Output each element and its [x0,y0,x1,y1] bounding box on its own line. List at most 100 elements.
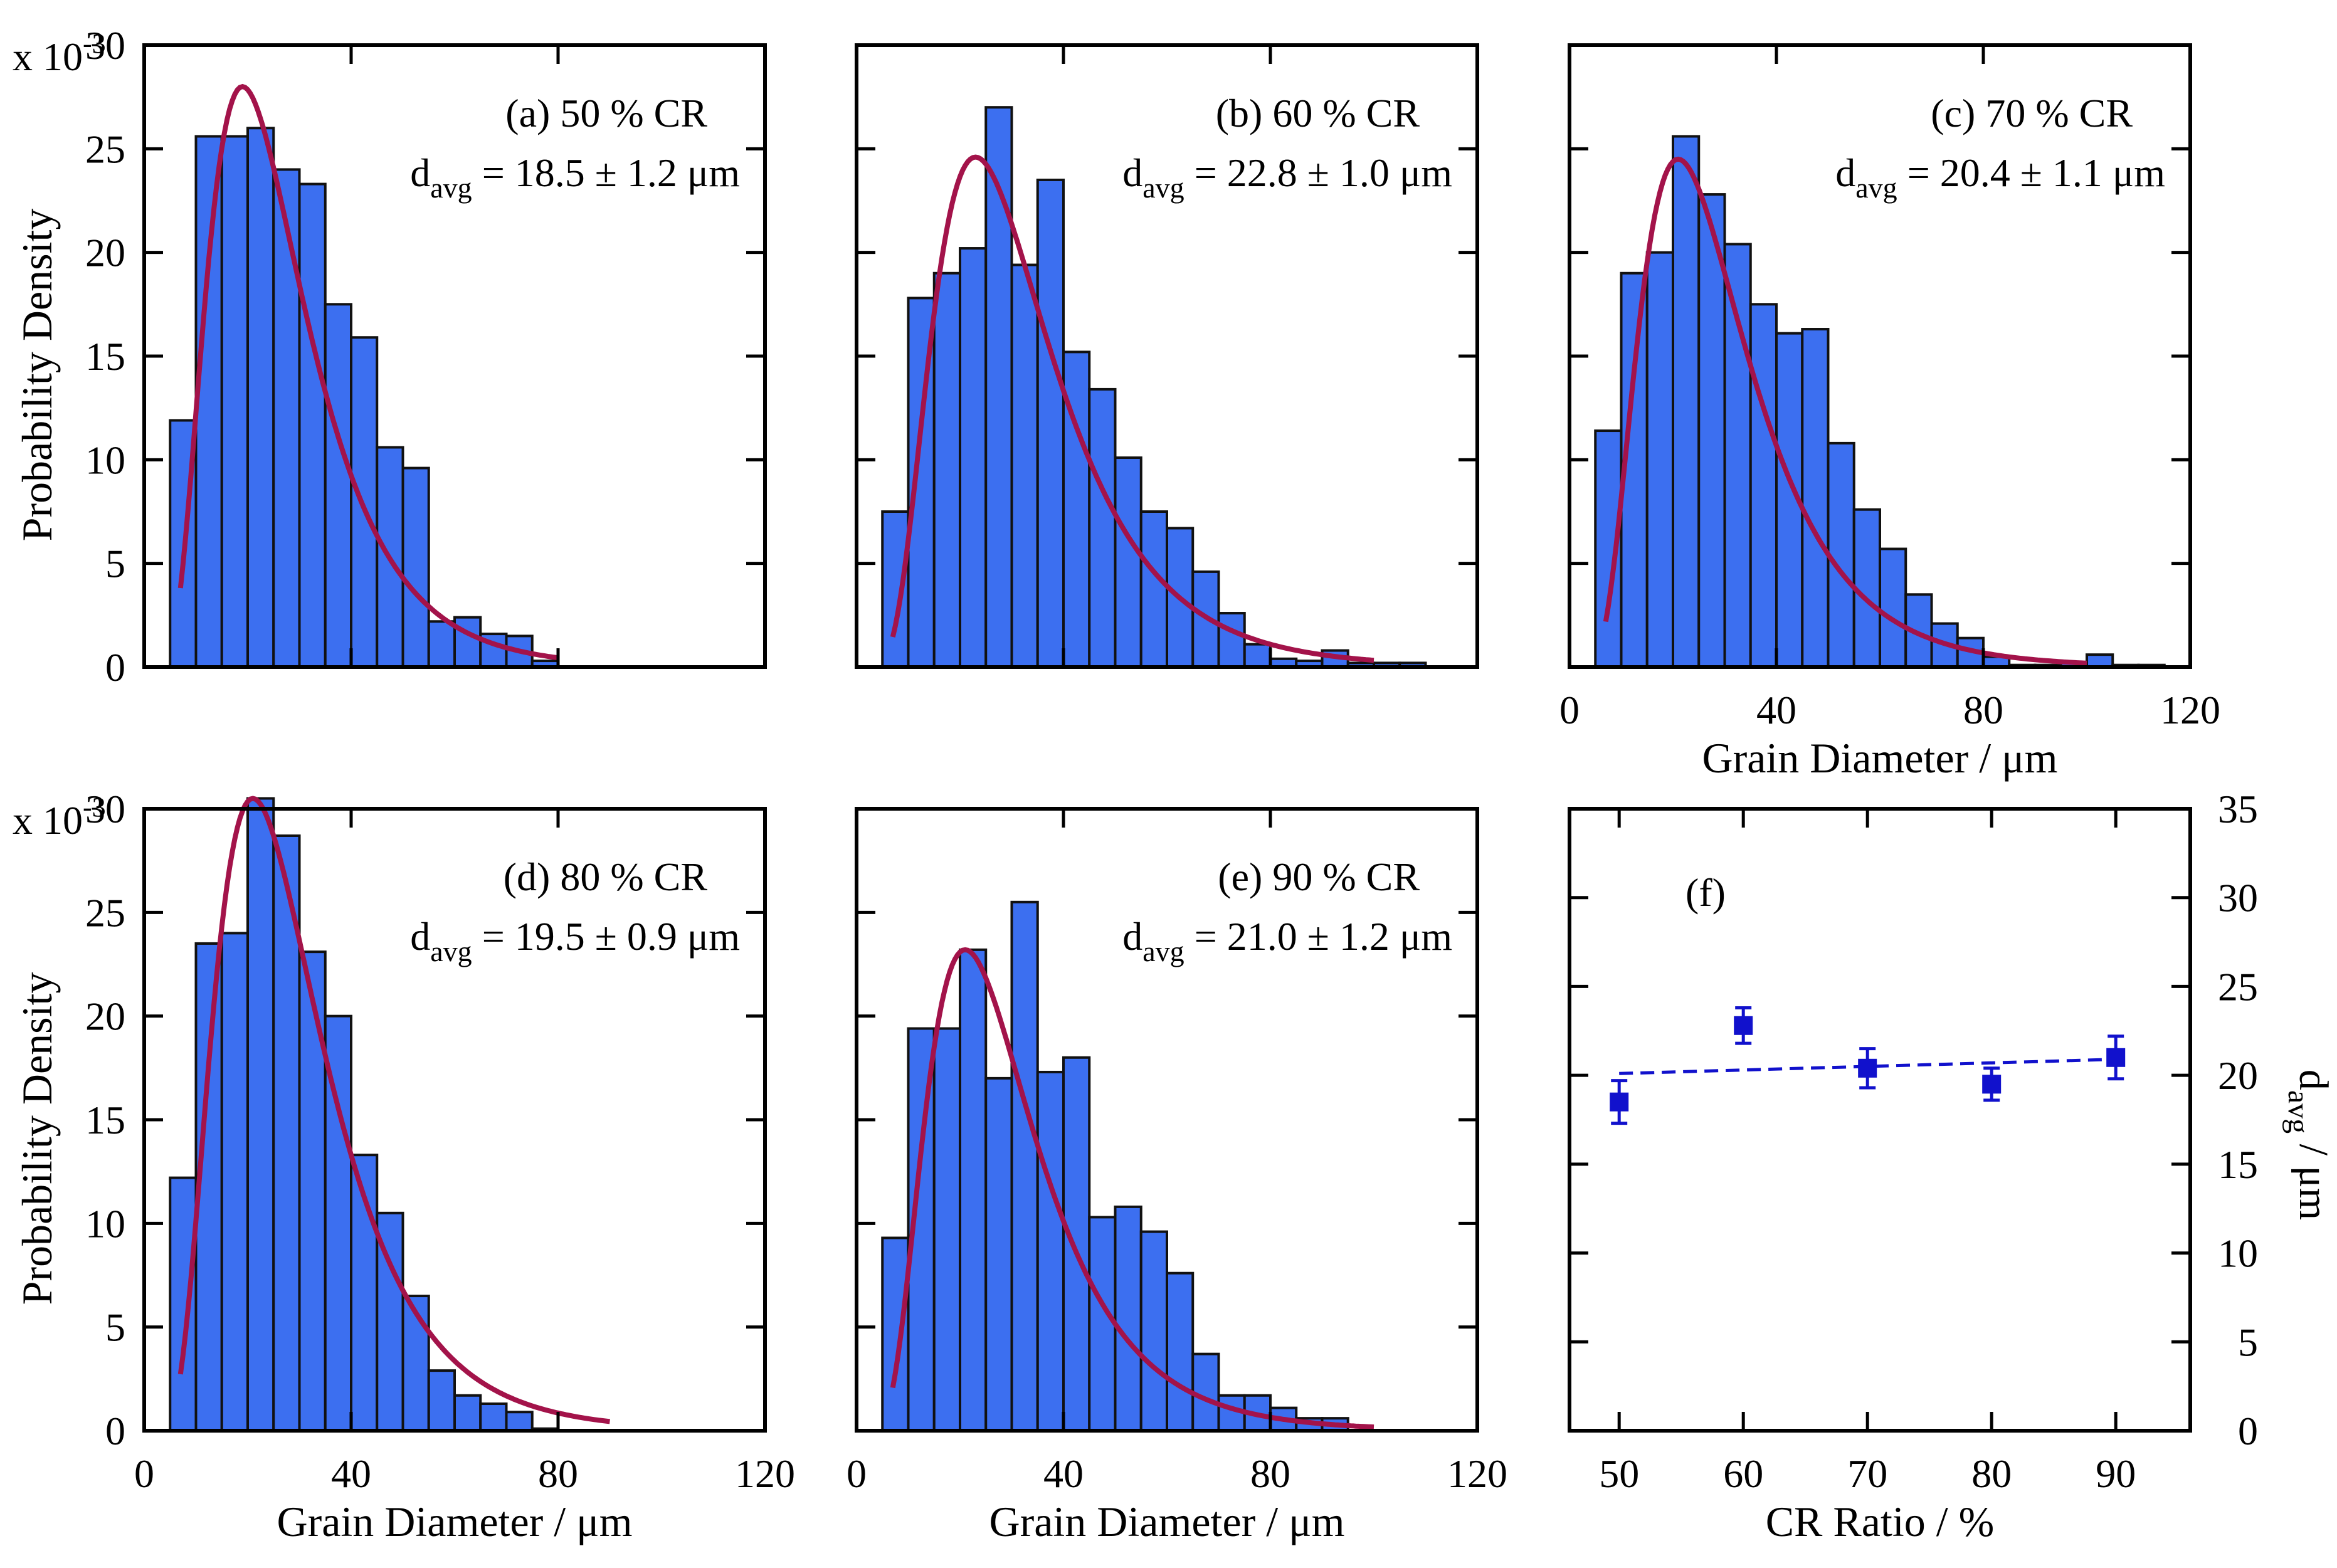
y-tick-label: 0 [105,1409,125,1453]
x-tick-label: 40 [1756,688,1796,732]
davg-label: davg = 21.0 ± 1.2 μm [1122,914,1452,967]
x-tick-label: 80 [1250,1451,1290,1496]
panel-f: (f) davg / μm 0 5 10 15 20 25 30 35 50 60 70 80 90 CR R… [1568,787,2336,1545]
histogram-bar [427,1369,456,1433]
panel-b: (b) 60 % CR davg = 22.8 ± 1.0 μm [855,43,1479,669]
fit-curve [177,83,559,661]
histogram-bar [1088,387,1117,668]
x-tick-label: 70 [1847,1451,1887,1496]
histogram-bar [324,303,352,669]
panel-title: (a) 50 % CR [505,91,707,135]
y-tick-label: 0 [2238,1409,2258,1453]
y-tick-label: 25 [85,890,125,935]
y-tick-label: 30 [85,23,125,68]
y-axis-label: Probability Density [13,972,61,1305]
histogram-bar [401,1295,430,1432]
y-tick-label: 20 [85,994,125,1039]
plot-frame [1568,43,2192,669]
histogram-bar [1645,251,1674,668]
histogram-bar [932,271,961,668]
y-tick-label: 25 [2218,964,2258,1009]
y-tick-label: 5 [2238,1320,2258,1364]
y-axis-label: davg / μm [2282,1070,2336,1220]
histogram-bar [959,948,988,1433]
histogram-bar [220,932,249,1432]
histogram-bar [298,182,327,668]
panel-d: (d) 80 % CR davg = 19.5 ± 0.9 μm 0 5 10 15 20 2… [13,787,795,1545]
histogram-bar [427,620,456,669]
plot-frame [142,807,767,1433]
histogram-bar [1191,1352,1220,1432]
histogram-bar [1672,135,1701,668]
fit-curve [890,947,1374,1430]
x-tick-label: 60 [1723,1451,1763,1496]
y-tick-label: 0 [105,645,125,690]
x-axis-label: Grain Diameter / μm [1702,734,2057,782]
y-axis-label: Probability Density [13,209,61,542]
histogram-bar [246,127,275,668]
histogram-bar [1139,1230,1168,1433]
panel-title: (d) 80 % CR [504,855,708,899]
y-tick-label: 25 [85,127,125,171]
histogram-bar [1166,1271,1195,1433]
plot-frame [855,43,1479,669]
y-tick-label: 35 [2218,787,2258,831]
histogram-bar [272,834,301,1432]
y-tick-label: 5 [105,1305,125,1350]
histogram-bar [1801,328,1830,668]
histogram-bar [246,797,275,1432]
histogram-bar [453,1394,482,1432]
histogram-bar [1114,456,1142,668]
panel-title: (b) 60 % CR [1216,91,1420,135]
histogram-bar [1010,263,1039,668]
panel-c: (c) 70 % CR davg = 20.4 ± 1.1 μm 0 40 80 120 G… [1559,43,2220,782]
y-tick-label: 15 [2218,1142,2258,1187]
x-axis-label: Grain Diameter / μm [989,1498,1344,1545]
histogram-bar [194,135,223,668]
data-point [1734,1016,1753,1035]
panel-e: (e) 90 % CR davg = 21.0 ± 1.2 μm 0 40 80 120 G… [847,807,1507,1545]
y-tick-label: 15 [85,334,125,379]
histogram-bar [881,510,910,668]
trend-line [1619,1058,2116,1075]
histogram-bar [1827,441,1855,668]
histogram-bar [220,135,249,668]
histogram-bar [401,466,430,668]
histogram-bar [453,616,482,669]
fit-curve [177,796,610,1424]
histogram-bar [1139,510,1168,668]
histogram-bar [959,247,988,668]
histogram-bar [1036,1070,1065,1432]
x-axis-label: CR Ratio / % [1766,1498,1995,1545]
x-tick-label: 40 [331,1451,371,1496]
histogram-bar [298,950,327,1433]
x-tick-label: 0 [1559,688,1580,732]
panel-a: (a) 50 % CR davg = 18.5 ± 1.2 μm 0 5 10 15 20 2… [13,23,767,690]
x-tick-label: 0 [134,1451,154,1496]
x-tick-label: 120 [2160,688,2220,732]
data-point [2106,1048,2126,1067]
panel-title: (e) 90 % CR [1218,855,1420,899]
fit-curve [890,154,1374,663]
y-tick-label: 10 [85,438,125,482]
histogram-bar [984,1076,1013,1433]
y-tick-label: 20 [2218,1053,2258,1098]
histogram-bar [505,1411,534,1432]
data-point [1858,1058,1877,1078]
histogram-bar [169,1176,198,1432]
x-tick-label: 120 [735,1451,795,1496]
x-tick-label: 90 [2096,1451,2136,1496]
panel-title: (c) 70 % CR [1931,91,2133,135]
x-tick-label: 0 [847,1451,867,1496]
histogram-bar [1114,1205,1142,1432]
histogram-bar [881,1236,910,1432]
panel-title: (f) [1685,870,1726,915]
y-tick-label: 15 [85,1098,125,1142]
histogram-bar [1088,1216,1117,1432]
x-tick-label: 120 [1447,1451,1507,1496]
histogram-bar [272,168,301,668]
davg-label: davg = 22.8 ± 1.0 μm [1122,150,1452,204]
histogram-bar [1775,332,1804,668]
y-tick-label: 10 [2218,1231,2258,1276]
y-tick-label: 10 [85,1201,125,1246]
